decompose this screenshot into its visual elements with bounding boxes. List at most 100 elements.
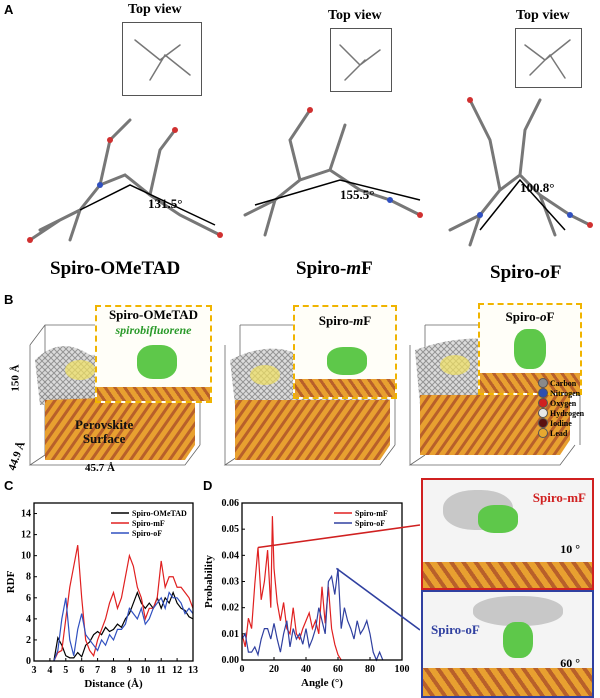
inset-spiro-ometad: Spiro-OMeTAD spirobifluorene: [95, 305, 212, 403]
molecule-name-2: Spiro-mF: [296, 258, 373, 279]
spirobifluorene-core: [514, 329, 546, 369]
surface-slab: [97, 387, 210, 401]
dimension-width: 45.7 Å: [85, 462, 115, 474]
y-tick-label: 0.05: [222, 524, 240, 535]
top-view-label-2: Top view: [328, 8, 382, 23]
x-tick-label: 8: [111, 665, 116, 676]
legend-label: Oxygen: [550, 398, 577, 408]
x-tick-label: 0: [240, 664, 245, 675]
legend-item-oxygen: Oxygen: [538, 398, 584, 408]
y-tick-label: 2: [26, 635, 31, 646]
x-tick-label: 12: [172, 665, 182, 676]
panel-label-a: A: [4, 2, 14, 17]
y-tick-label: 0.03: [222, 577, 240, 588]
tilt-angle: 60 °: [560, 656, 580, 670]
spirobifluorene-core: [327, 347, 367, 375]
legend-label: Spiro-mF: [355, 509, 388, 518]
atom-dot-icon: [538, 388, 548, 398]
y-tick-label: 4: [26, 614, 31, 625]
molecule-structures: [27, 39, 593, 247]
top-view-box-2: [330, 28, 392, 92]
x-tick-label: 10: [140, 665, 150, 676]
tilt-angle: 10 °: [560, 542, 580, 556]
legend-label: Spiro-mF: [132, 519, 165, 528]
series-line-spiro-ometad: [53, 590, 194, 662]
series-line-spiro-mf: [53, 545, 194, 662]
x-tick-label: 11: [156, 665, 165, 676]
x-tick-label: 3: [32, 665, 37, 676]
y-tick-label: 0.00: [222, 655, 240, 666]
molecule-render: [473, 596, 563, 626]
x-axis-label: Angle (°): [301, 677, 343, 689]
y-tick-label: 8: [26, 572, 31, 583]
y-axis-label: RDF: [5, 570, 17, 593]
inset-spiro-of-tilt: Spiro-oF 60 °: [421, 590, 594, 698]
angle-label-1: 131.5°: [148, 196, 183, 211]
spirobifluorene-core: [503, 622, 533, 658]
legend-item-hydrogen: Hydrogen: [538, 408, 584, 418]
y-tick-label: 0: [26, 656, 31, 667]
molecule-name-1: Spiro-OMeTAD: [50, 258, 181, 279]
x-tick-label: 6: [79, 665, 84, 676]
legend-label: Iodine: [550, 418, 572, 428]
inset-spiro-of: Spiro-oF: [478, 303, 582, 395]
y-tick-label: 0.01: [222, 629, 240, 640]
y-axis-label: Probability: [203, 555, 215, 608]
y-tick-label: 12: [21, 530, 31, 541]
series-line-spiro-mf: [241, 516, 342, 661]
x-tick-label: 20: [269, 664, 279, 675]
perovskite-surface-label: Perovskite Surface: [75, 417, 134, 446]
y-tick-label: 14: [21, 509, 31, 520]
atom-dot-icon: [538, 398, 548, 408]
atom-legend: Carbon Nitrogen Oxygen Hydrogen Iodine Lead: [538, 378, 584, 438]
molecule-name-3: Spiro-oF: [490, 262, 562, 283]
y-tick-label: 0.04: [222, 550, 240, 561]
x-tick-label: 40: [301, 664, 311, 675]
legend-item-nitrogen: Nitrogen: [538, 388, 584, 398]
spirobifluorene-core: [137, 345, 177, 379]
legend-label: Nitrogen: [550, 388, 581, 398]
angle-label-2: 155.5°: [340, 187, 375, 202]
top-view-label-1: Top view: [128, 2, 182, 17]
panel-label-b: B: [4, 292, 14, 307]
inset-spiro-mf-tilt: Spiro-mF 10 °: [421, 478, 594, 590]
legend-label: Spiro-OMeTAD: [132, 509, 187, 518]
x-axis-label: Distance (Å): [84, 678, 143, 690]
y-tick-label: 6: [26, 593, 31, 604]
inset-label: Spiro-oF: [431, 622, 480, 637]
legend-label: Spiro-oF: [132, 529, 162, 538]
x-tick-label: 9: [127, 665, 132, 676]
x-tick-label: 60: [333, 664, 343, 675]
legend-label: Carbon: [550, 378, 577, 388]
inset-title: Spiro-mF: [318, 313, 372, 328]
legend-label: Lead: [550, 428, 568, 438]
top-view-label-3: Top view: [516, 8, 570, 23]
legend-item-iodine: Iodine: [538, 418, 584, 428]
series-line-spiro-of: [53, 591, 194, 662]
inset-label: Spiro-mF: [532, 490, 586, 505]
surface-slab: [423, 668, 592, 696]
dimension-height: 150 Å: [9, 364, 22, 392]
legend-item-carbon: Carbon: [538, 378, 584, 388]
x-tick-label: 7: [95, 665, 100, 676]
y-tick-label: 0.02: [222, 603, 240, 614]
surface-slab: [295, 379, 395, 397]
legend-item-lead: Lead: [538, 428, 584, 438]
pointer-arrow-mf: [257, 524, 420, 549]
atom-dot-icon: [538, 418, 548, 428]
panel-label-d: D: [203, 478, 213, 493]
spirobifluorene-label: spirobifluorene: [115, 323, 192, 337]
legend-label: Spiro-oF: [355, 519, 385, 528]
x-tick-label: 4: [47, 665, 52, 676]
atom-dot-icon: [538, 408, 548, 418]
x-tick-label: 80: [365, 664, 375, 675]
inset-title: Spiro-OMeTAD: [108, 307, 199, 322]
surface-slab: [423, 562, 592, 588]
angle-label-3: 100.8°: [520, 180, 555, 195]
x-tick-label: 13: [188, 665, 198, 676]
x-tick-label: 100: [395, 664, 410, 675]
panel-label-c: C: [4, 478, 14, 493]
atom-dot-icon: [538, 428, 548, 438]
